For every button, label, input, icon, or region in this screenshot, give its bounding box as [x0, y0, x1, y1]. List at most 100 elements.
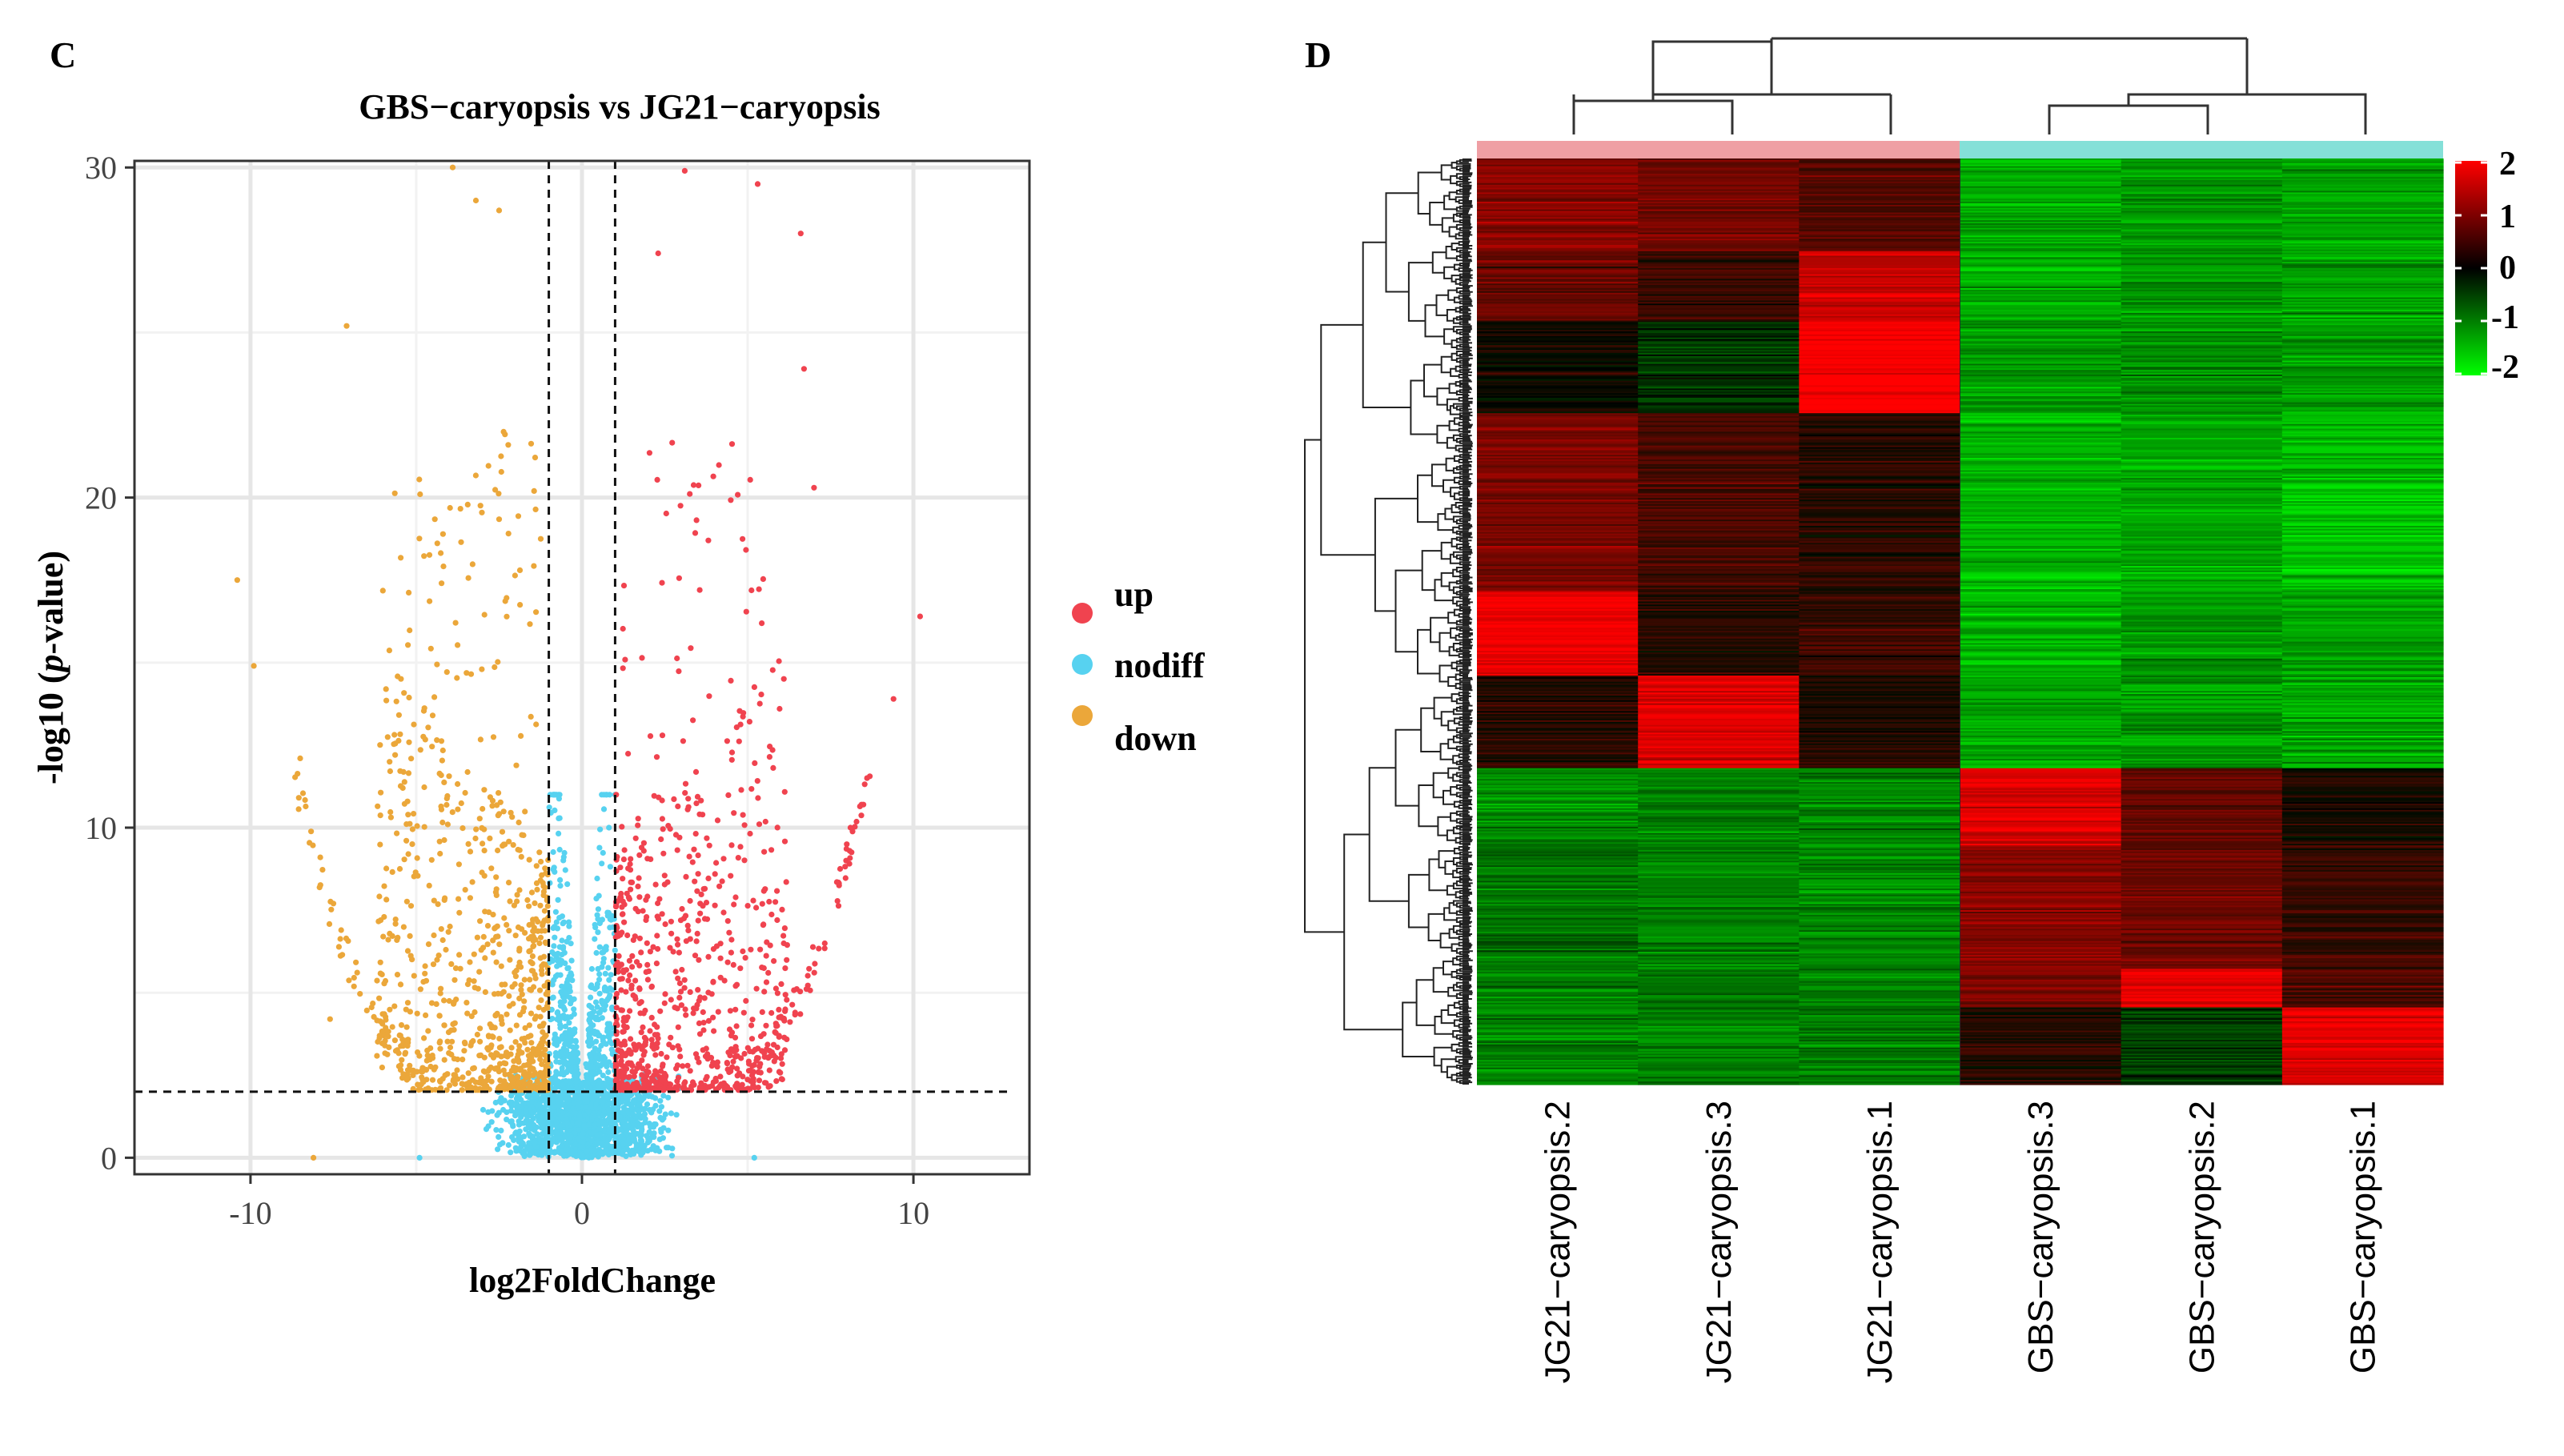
volcano-point-down: [441, 1057, 447, 1063]
volcano-point-nodiff: [574, 1096, 580, 1102]
volcano-point-down: [429, 712, 436, 719]
y-tick-label: 10: [85, 810, 117, 846]
volcano-point-nodiff: [605, 1029, 612, 1036]
volcano-point-up: [744, 1077, 751, 1083]
volcano-point-down: [371, 1013, 377, 1020]
volcano-point-nodiff: [595, 1097, 601, 1103]
volcano-point-nodiff: [645, 1136, 652, 1142]
volcano-point-nodiff: [560, 1045, 567, 1052]
volcano-point-nodiff: [568, 1036, 574, 1042]
volcano-point-down: [439, 937, 446, 944]
volcano-point-up: [654, 476, 660, 483]
volcano-point-nodiff: [566, 919, 572, 925]
volcano-point-down: [533, 1013, 540, 1020]
volcano-point-nodiff: [566, 1132, 572, 1138]
volcano-point-nodiff: [568, 1066, 574, 1073]
volcano-point-nodiff: [556, 846, 563, 853]
volcano-point-down: [407, 1062, 413, 1069]
volcano-point-nodiff: [605, 965, 612, 971]
volcano-point-up: [704, 835, 710, 841]
volcano-point-down: [471, 951, 477, 957]
volcano-point-down: [377, 841, 383, 848]
volcano-point-up: [753, 904, 760, 911]
volcano-point-down: [454, 1067, 460, 1073]
volcano-point-down: [302, 796, 308, 804]
volcano-point-nodiff: [595, 965, 601, 973]
volcano-point-nodiff: [600, 1098, 606, 1105]
volcano-point-nodiff: [568, 1001, 574, 1007]
volcano-point-down: [531, 929, 537, 935]
volcano-point-nodiff: [556, 915, 563, 921]
volcano-point-down: [534, 1078, 540, 1085]
volcano-point-down: [440, 564, 447, 570]
volcano-point-down: [535, 928, 541, 934]
volcano-point-nodiff: [532, 1092, 539, 1098]
volcano-point-down: [436, 838, 443, 844]
volcano-point-up: [620, 876, 626, 882]
volcano-point-down: [450, 1021, 456, 1028]
volcano-point-nodiff: [602, 970, 608, 977]
volcano-point-down: [396, 1032, 403, 1038]
volcano-point-up: [697, 994, 704, 1001]
volcano-point-down: [526, 1022, 533, 1029]
volcano-point-up: [705, 875, 712, 881]
volcano-point-up: [694, 1055, 700, 1061]
volcano-point-down: [391, 1037, 398, 1044]
volcano-point-up: [648, 1014, 655, 1021]
volcano-point-up: [644, 1063, 652, 1069]
volcano-point-up: [619, 976, 625, 982]
volcano-point-nodiff: [553, 1119, 560, 1125]
volcano-point-up: [732, 894, 739, 900]
volcano-point-down: [506, 1085, 512, 1093]
volcano-point-down: [543, 991, 549, 997]
volcano-point-down: [528, 713, 534, 720]
volcano-point-up: [677, 989, 684, 995]
volcano-point-up: [701, 995, 708, 1001]
volcano-point-up: [746, 719, 753, 725]
volcano-point-up: [748, 587, 755, 594]
volcano-point-down: [504, 1053, 511, 1060]
volcano-point-up: [623, 1015, 629, 1021]
volcano-point-down: [335, 944, 342, 950]
volcano-point-up: [759, 900, 765, 907]
volcano-point-nodiff: [540, 1145, 547, 1151]
volcano-point-up: [747, 830, 753, 837]
volcano-point-up: [680, 1063, 686, 1069]
volcano-point-up: [797, 989, 804, 995]
volcano-point-down: [380, 933, 387, 940]
volcano-point-up: [681, 167, 688, 174]
volcano-point-down: [516, 995, 523, 1001]
volcano-point-nodiff: [576, 1126, 582, 1133]
volcano-point-down: [411, 973, 417, 979]
volcano-point-up: [671, 796, 677, 803]
volcano-point-down: [505, 531, 512, 537]
legend-label-down: down: [1114, 719, 1197, 758]
volcano-point-down: [319, 867, 326, 873]
volcano-point-down: [437, 1038, 443, 1045]
volcano-point-nodiff: [576, 1121, 582, 1127]
volcano-point-down: [490, 1054, 497, 1061]
volcano-point-down: [530, 917, 536, 923]
volcano-point-nodiff: [584, 1072, 590, 1078]
volcano-point-nodiff: [593, 1054, 600, 1061]
volcano-point-up: [626, 1073, 633, 1080]
volcano-point-nodiff: [586, 1085, 593, 1092]
volcano-point-up: [642, 1039, 649, 1045]
volcano-point-up: [772, 899, 779, 905]
volcano-point-down: [398, 676, 404, 682]
volcano-point-down: [477, 1038, 484, 1045]
volcano-point-up: [695, 917, 701, 924]
volcano-point-nodiff: [512, 1113, 519, 1119]
volcano-point-down: [528, 933, 534, 941]
volcano-point-down: [524, 1046, 531, 1053]
volcano-point-up: [660, 1061, 666, 1068]
volcano-point-up: [821, 945, 828, 952]
volcano-point-up: [774, 824, 780, 831]
volcano-point-up: [741, 822, 748, 828]
volcano-point-up: [664, 1054, 670, 1061]
volcano-point-up: [620, 625, 626, 632]
volcano-point-down: [513, 762, 520, 768]
volcano-point-down: [493, 959, 500, 965]
volcano-point-down: [459, 825, 466, 832]
volcano-point-up: [763, 1022, 769, 1029]
